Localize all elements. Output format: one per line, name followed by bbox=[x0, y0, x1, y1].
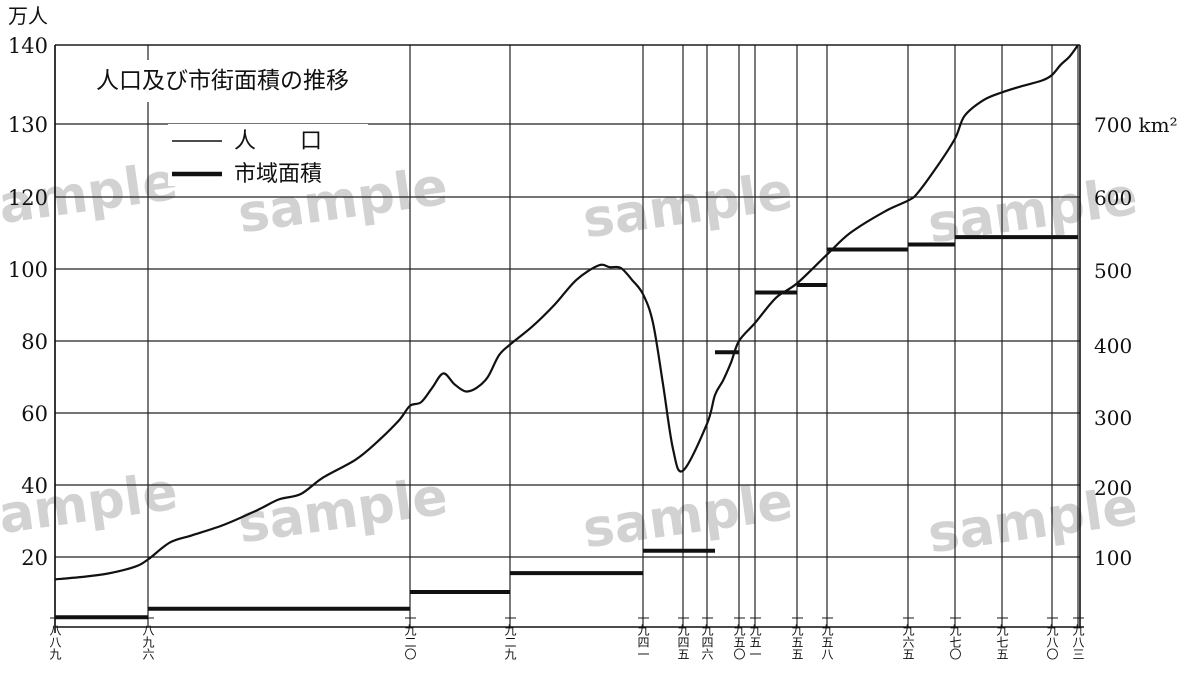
x-tick-label: 一九八三 bbox=[1071, 612, 1085, 660]
y2-tick-label: 100 bbox=[1094, 546, 1132, 570]
x-tick-label: 一九七〇 bbox=[948, 612, 962, 660]
y-tick-label: 60 bbox=[21, 402, 48, 426]
y2-tick-label: 600 bbox=[1094, 186, 1132, 210]
x-tick-label: 一九四一 bbox=[636, 612, 650, 660]
y-tick-label: 100 bbox=[8, 258, 48, 282]
y2-tick-label: 300 bbox=[1094, 406, 1132, 430]
y2-tick-label: 200 bbox=[1094, 476, 1132, 500]
area-series bbox=[55, 235, 1078, 620]
y-tick-label: 130 bbox=[8, 113, 48, 137]
legend: 人 口 市域面積 bbox=[168, 124, 368, 187]
x-tick-label: 一九二九 bbox=[503, 612, 517, 661]
chart-title: 人口及び市街面積の推移 bbox=[96, 68, 349, 94]
y-tick-label: 20 bbox=[21, 546, 48, 570]
watermark-text: sample bbox=[234, 467, 451, 556]
gridlines bbox=[54, 44, 1080, 627]
y2-tick-label: 700 km² bbox=[1094, 113, 1178, 137]
y2-tick-label: 400 bbox=[1094, 334, 1132, 358]
watermark-text: sample bbox=[924, 167, 1141, 256]
x-axis-ticks: 一八八九 一八九六 一九二〇 一九二九 一九四一 一九四五 一九四六 一九五〇 一九五一 一九五五… bbox=[48, 612, 1085, 661]
x-tick-label: 一九五五 bbox=[790, 612, 804, 660]
x-tick-label: 一九五〇 bbox=[732, 612, 746, 660]
legend-population-label: 人 口 bbox=[234, 129, 322, 154]
x-tick-label: 一九八〇 bbox=[1045, 612, 1059, 660]
y-axis-unit-label: 万人 bbox=[8, 4, 48, 28]
x-tick-label: 一九四五 bbox=[676, 612, 690, 660]
x-tick-label: 一九六五 bbox=[901, 612, 915, 660]
x-tick-label: 一九二〇 bbox=[403, 612, 417, 660]
y-axis-right-ticks: 700 km² 600 500 400 300 200 100 bbox=[1094, 113, 1178, 570]
x-tick-label: 一八九六 bbox=[141, 612, 155, 660]
population-line bbox=[54, 44, 1079, 581]
x-tick-label: 一八八九 bbox=[48, 612, 62, 661]
x-tick-label: 一九四六 bbox=[700, 612, 714, 660]
y-axis-left-ticks: 140 130 120 100 80 60 40 20 bbox=[8, 34, 48, 570]
y-tick-label: 140 bbox=[8, 34, 48, 58]
watermark-text: sample bbox=[579, 162, 796, 251]
y2-tick-label: 500 bbox=[1094, 259, 1132, 283]
y-tick-label: 80 bbox=[21, 330, 48, 354]
legend-area-label: 市域面積 bbox=[234, 162, 322, 187]
y-tick-label: 40 bbox=[21, 474, 48, 498]
y-tick-label: 120 bbox=[8, 186, 48, 210]
x-tick-label: 一九五一 bbox=[748, 612, 762, 660]
title-box bbox=[82, 60, 390, 102]
x-tick-label: 一九七五 bbox=[995, 612, 1009, 660]
plot-frame bbox=[54, 44, 1084, 633]
x-tick-label: 一九五八 bbox=[820, 612, 834, 660]
